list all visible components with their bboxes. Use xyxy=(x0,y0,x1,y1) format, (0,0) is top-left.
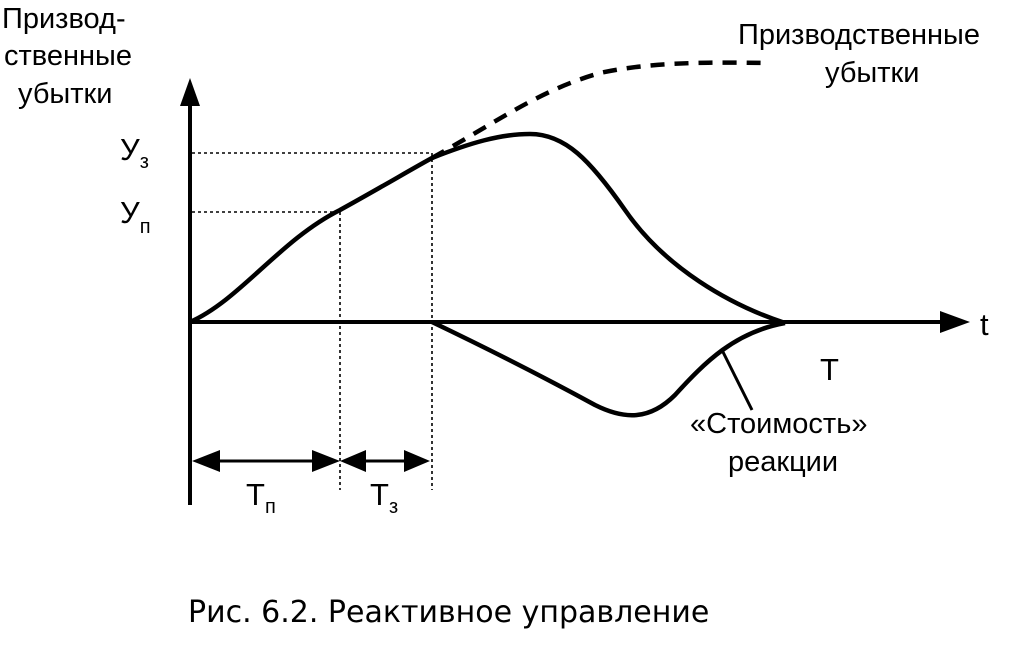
loss-curve xyxy=(189,131,786,326)
y-axis-label-line-2: ственные xyxy=(4,40,132,72)
figure-caption: Рис. 6.2. Реактивное управление xyxy=(188,595,709,630)
cost-label-line-1: «Стоимость» xyxy=(690,408,867,440)
t-z-arrow-right xyxy=(404,450,430,472)
y-axis-label-line-1: Призвод- xyxy=(2,3,126,35)
interval-t-p-sub: п xyxy=(265,496,276,518)
cost-label-leader xyxy=(720,349,754,411)
curve-label-line-1: Призводственные xyxy=(738,19,980,51)
interval-t-z-sub: з xyxy=(389,496,398,518)
level-u-p-main: У xyxy=(120,195,140,230)
x-axis-arrow xyxy=(940,311,970,333)
level-u-z-label: Уз xyxy=(120,132,149,173)
x-axis-label: t xyxy=(980,307,989,342)
cost-label: «Стоимость» реакции xyxy=(690,408,876,478)
level-u-p-label: Уп xyxy=(120,195,151,238)
t-p-arrow-right xyxy=(312,450,340,472)
t-z-arrow-left xyxy=(340,450,366,472)
level-u-z-sub: з xyxy=(140,151,149,173)
interval-t-z-main: Т xyxy=(370,477,389,512)
interval-t-p-label: Тп xyxy=(246,477,276,518)
interval-t-z-label: Тз xyxy=(370,477,398,518)
level-u-p-sub: п xyxy=(140,216,151,238)
curve-label: Призводственные убытки xyxy=(738,19,988,89)
y-axis-label-line-3: убытки xyxy=(18,78,112,110)
loss-curve-projected xyxy=(430,60,766,160)
t-p-arrow-left xyxy=(192,450,220,472)
y-axis-arrow xyxy=(180,78,200,106)
level-u-z-main: У xyxy=(120,132,140,167)
y-axis-label: Призвод- ственные убытки xyxy=(2,3,140,110)
t-end-label: Т xyxy=(820,352,839,387)
curve-label-line-2: убытки xyxy=(825,57,919,89)
cost-label-line-2: реакции xyxy=(728,446,838,478)
interval-t-p-main: Т xyxy=(246,477,265,512)
